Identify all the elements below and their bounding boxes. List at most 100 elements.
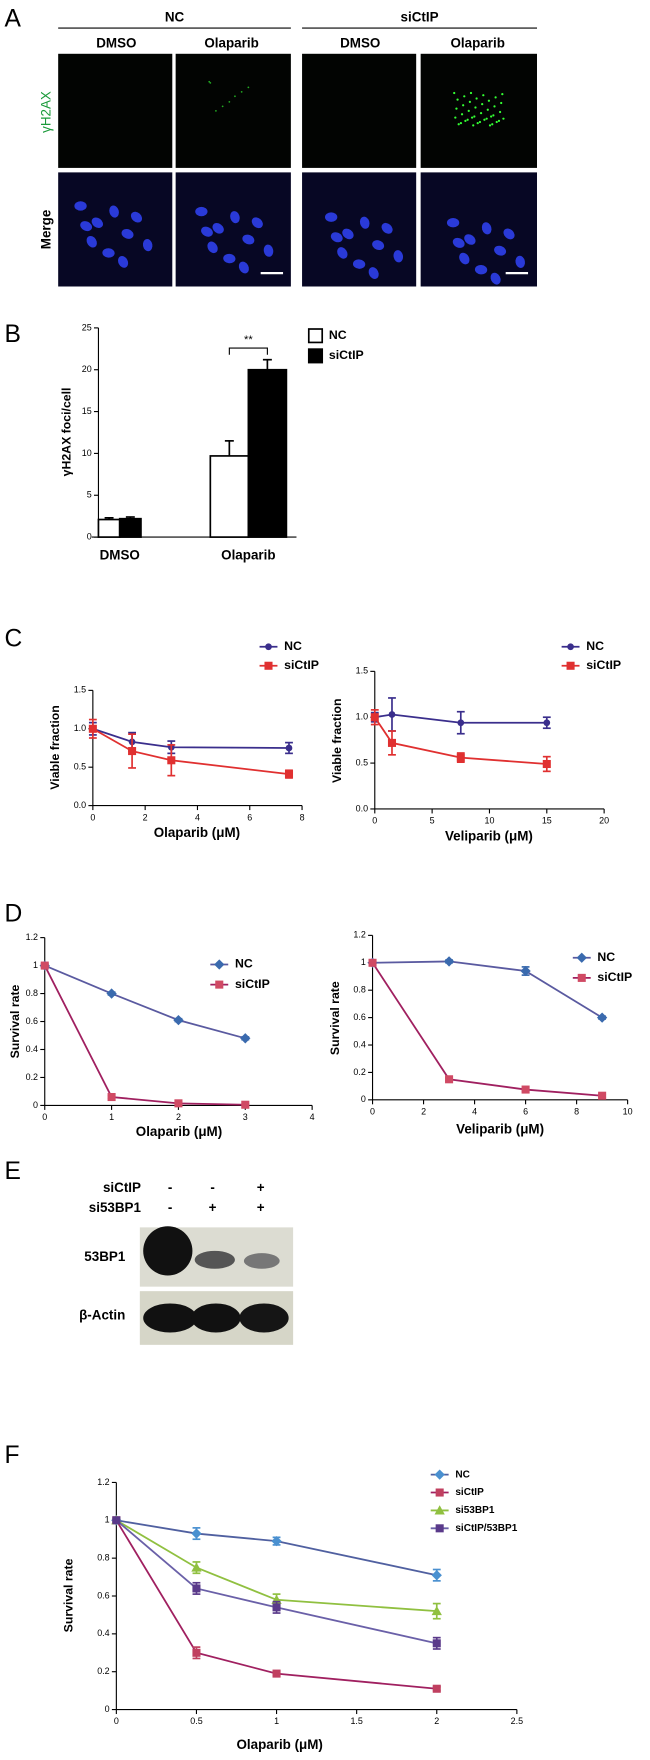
focus — [483, 118, 486, 121]
legend-label: siCtIP/53BP1 — [455, 1523, 517, 1534]
nucleus — [263, 244, 274, 257]
focus — [455, 107, 458, 110]
sign: - — [210, 1180, 214, 1195]
marker — [106, 988, 117, 999]
focus — [469, 91, 473, 95]
y-tick-label: 0.6 — [97, 1590, 109, 1600]
nucleus — [91, 217, 104, 229]
marker — [88, 724, 97, 733]
nucleus — [325, 212, 338, 222]
x-tick-label: 10 — [623, 1107, 633, 1117]
series-line — [115, 1519, 437, 1613]
legend-swatch — [307, 328, 324, 344]
row-label: γH2AX — [39, 91, 54, 133]
focus — [502, 117, 505, 120]
marker — [596, 1012, 608, 1023]
marker — [456, 753, 465, 762]
significance-bracket — [228, 347, 268, 355]
marker — [370, 713, 379, 722]
focus — [495, 120, 498, 124]
marker — [431, 1606, 442, 1616]
focus — [491, 123, 494, 126]
legend-label: siCtIP — [329, 348, 364, 362]
focus — [481, 103, 484, 106]
nucleus — [102, 248, 115, 258]
marker — [388, 711, 396, 718]
y-tick-label: 15 — [82, 406, 92, 416]
focus — [494, 96, 497, 99]
marker — [40, 961, 49, 970]
group-label: NC — [165, 10, 185, 25]
nucleus — [474, 265, 488, 275]
y-tick-label: 1 — [105, 1515, 110, 1525]
focus — [215, 109, 217, 112]
marker — [445, 1075, 454, 1084]
sign: + — [209, 1200, 217, 1215]
western-blot — [139, 1226, 294, 1345]
nucleus — [393, 250, 404, 263]
marker — [192, 1648, 201, 1657]
marker — [431, 1570, 442, 1581]
legend-label: NC — [235, 957, 253, 971]
y-axis-label: Survival rate — [8, 984, 22, 1058]
y-axis-label: Viable fraction — [48, 705, 62, 790]
nucleus — [201, 226, 213, 237]
legend-label: siCtIP — [586, 658, 621, 672]
nucleus — [242, 234, 255, 245]
y-tick-label: 0 — [361, 1094, 366, 1104]
nucleus — [337, 247, 348, 259]
marker — [432, 1639, 441, 1648]
y-tick-label: 25 — [82, 322, 92, 332]
focus — [472, 124, 475, 127]
x-tick-label: 4 — [472, 1107, 477, 1117]
significance: ** — [244, 334, 253, 346]
marker — [368, 958, 377, 967]
legend-marker — [435, 1524, 444, 1533]
marker — [191, 1562, 202, 1572]
y-tick-label: 0.0 — [74, 800, 86, 810]
focus — [498, 110, 502, 114]
x-tick-label: 0 — [90, 812, 95, 822]
micrograph — [175, 53, 291, 168]
legend-label: NC — [284, 639, 302, 653]
series-line — [371, 962, 603, 1097]
focus — [454, 116, 457, 119]
bar — [97, 518, 121, 538]
y-tick-label: 20 — [82, 364, 92, 374]
x-tick-label: 6 — [523, 1107, 528, 1117]
focus — [488, 124, 492, 127]
legend-label: siCtIP — [597, 970, 632, 984]
x-tick-label: 2 — [434, 1716, 439, 1726]
column-label: Olaparib — [451, 35, 505, 50]
focus — [486, 108, 489, 111]
legend-marker — [567, 643, 574, 651]
marker — [432, 1684, 441, 1693]
y-tick-label: 1.0 — [356, 712, 368, 722]
sign: + — [257, 1200, 265, 1215]
series-line — [44, 964, 246, 1040]
series-line — [92, 728, 290, 775]
legend-swatch — [307, 348, 324, 364]
marker — [443, 956, 455, 967]
y-axis-label: Viable fraction — [330, 698, 344, 783]
row-label: Merge — [39, 210, 54, 250]
blot-band — [143, 1303, 197, 1333]
y-tick-label: 0.5 — [74, 762, 86, 772]
legend-marker — [265, 643, 272, 651]
y-tick-label: 1 — [361, 957, 366, 967]
y-tick-label: 1.2 — [26, 932, 38, 942]
legend-label: siCtIP — [235, 977, 270, 991]
nucleus — [464, 234, 476, 245]
nucleus — [86, 235, 97, 248]
blot-band — [191, 1303, 241, 1333]
panel-label: D — [4, 901, 22, 928]
focus — [478, 120, 482, 124]
y-axis-label: Survival rate — [62, 1558, 76, 1632]
legend-label: si53BP1 — [455, 1505, 495, 1516]
nucleus — [330, 232, 343, 243]
focus — [479, 111, 483, 115]
marker — [167, 756, 176, 765]
panel-label: F — [4, 1442, 19, 1469]
blot-label: β-Actin — [79, 1307, 125, 1322]
nucleus — [352, 259, 366, 269]
